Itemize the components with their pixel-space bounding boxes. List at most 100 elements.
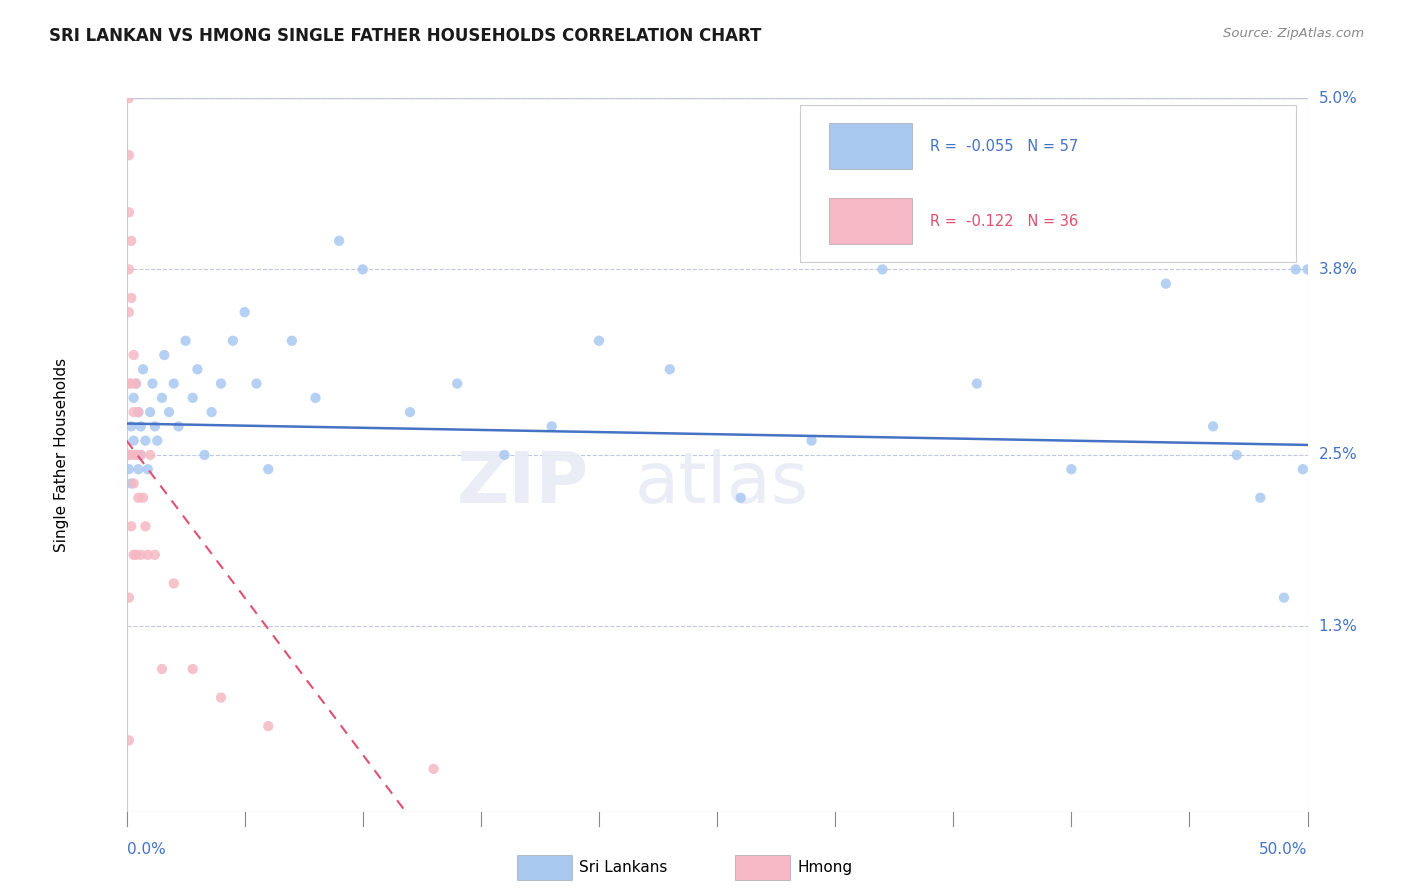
Point (122, 476, 145, 491)
Text: R =  -0.055   N = 57: R = -0.055 N = 57 (929, 139, 1078, 154)
FancyBboxPatch shape (830, 198, 912, 244)
Point (872, 262, 894, 277)
Point (118, 733, 141, 747)
Point (118, 148, 141, 162)
Point (122, 548, 145, 562)
Point (143, 419, 166, 434)
Point (127, 491, 149, 505)
FancyBboxPatch shape (800, 105, 1296, 262)
Point (136, 462, 159, 476)
Point (120, 476, 142, 491)
Point (141, 376, 163, 391)
Point (122, 405, 145, 419)
Point (127, 405, 149, 419)
Point (494, 448, 516, 462)
Text: Source: ZipAtlas.com: Source: ZipAtlas.com (1223, 27, 1364, 40)
Point (174, 334, 197, 348)
Point (1292, 462, 1315, 476)
Point (143, 548, 166, 562)
Point (125, 548, 148, 562)
Text: 1.3%: 1.3% (1319, 619, 1358, 633)
Point (120, 448, 142, 462)
Point (163, 576, 186, 591)
Point (129, 548, 152, 562)
Text: 2.5%: 2.5% (1319, 448, 1357, 462)
Point (118, 91, 141, 105)
Point (209, 376, 232, 391)
Point (118, 462, 141, 476)
Point (120, 376, 142, 391)
Point (139, 448, 162, 462)
Point (118, 262, 141, 277)
Point (118, 376, 141, 391)
Point (540, 419, 562, 434)
Point (328, 234, 350, 248)
Point (120, 234, 142, 248)
Text: Hmong: Hmong (797, 861, 852, 875)
Point (118, 305, 141, 319)
Point (352, 262, 374, 277)
Point (136, 548, 159, 562)
Point (134, 519, 156, 533)
Point (125, 448, 148, 462)
Point (200, 405, 222, 419)
Text: Sri Lankans: Sri Lankans (579, 861, 668, 875)
Point (1285, 262, 1308, 277)
Point (257, 462, 280, 476)
Point (120, 419, 142, 434)
Point (588, 334, 610, 348)
Point (146, 434, 169, 448)
Point (281, 334, 304, 348)
Text: ZIP: ZIP (457, 449, 589, 518)
Point (257, 719, 280, 733)
Point (122, 434, 145, 448)
Point (125, 376, 148, 391)
Point (966, 376, 988, 391)
Point (181, 391, 204, 405)
Text: atlas: atlas (634, 449, 808, 518)
Point (1272, 591, 1295, 605)
Point (153, 348, 176, 362)
Point (120, 291, 142, 305)
Point (118, 205, 141, 219)
Point (222, 334, 245, 348)
Text: SRI LANKAN VS HMONG SINGLE FATHER HOUSEHOLDS CORRELATION CHART: SRI LANKAN VS HMONG SINGLE FATHER HOUSEH… (49, 27, 762, 45)
Point (209, 690, 232, 705)
Point (658, 362, 681, 376)
Point (118, 591, 141, 605)
Point (118, 448, 141, 462)
Text: 5.0%: 5.0% (1319, 91, 1357, 105)
Point (134, 434, 156, 448)
Point (181, 662, 204, 676)
Text: Single Father Households: Single Father Households (53, 358, 69, 552)
Point (245, 376, 267, 391)
Point (127, 462, 149, 476)
Point (132, 491, 155, 505)
Point (150, 391, 173, 405)
Point (1296, 262, 1319, 277)
Point (129, 448, 152, 462)
Point (1226, 448, 1249, 462)
Point (132, 362, 155, 376)
Point (122, 348, 145, 362)
Point (800, 434, 823, 448)
Point (163, 376, 186, 391)
Point (233, 305, 256, 319)
Text: R =  -0.122   N = 36: R = -0.122 N = 36 (929, 214, 1078, 229)
Point (157, 405, 180, 419)
Point (193, 448, 215, 462)
Point (129, 448, 152, 462)
Point (1060, 462, 1083, 476)
Point (304, 391, 326, 405)
Point (1202, 419, 1225, 434)
Point (118, 448, 141, 462)
Point (446, 376, 468, 391)
Point (139, 405, 162, 419)
Point (125, 448, 148, 462)
Point (422, 762, 444, 776)
Point (150, 662, 173, 676)
Point (1249, 491, 1271, 505)
Point (120, 519, 142, 533)
Text: 3.8%: 3.8% (1319, 262, 1358, 277)
Point (186, 362, 208, 376)
